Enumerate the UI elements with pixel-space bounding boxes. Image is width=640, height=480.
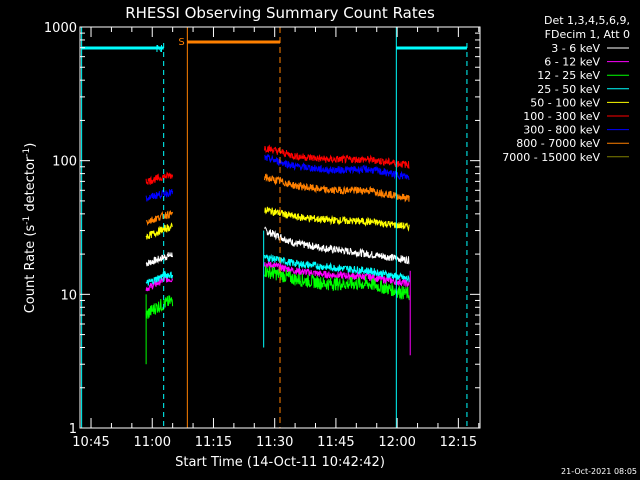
x-tick-label: 12:15	[440, 435, 477, 450]
marker-n-label: N	[156, 44, 163, 55]
x-tick-label: 11:15	[195, 435, 232, 450]
legend-label: 800 - 7000 keV	[516, 137, 600, 150]
legend-label: 50 - 100 keV	[530, 96, 600, 109]
legend-label: 7000 - 15000 keV	[502, 151, 600, 164]
series-line	[145, 210, 174, 226]
series-line	[264, 265, 410, 301]
series-line	[264, 173, 410, 203]
marker-s-label: S	[178, 37, 184, 48]
legend-header-line-1: Det 1,3,4,5,6,9,	[544, 14, 630, 27]
series-300-800keV	[145, 153, 410, 202]
series-line	[145, 295, 174, 319]
series-12-25keV	[145, 265, 410, 319]
axis-layer: 1 10 100 1000 10:45 11:00 11:15 11:30 11:45 12:00…	[44, 21, 481, 450]
y-tick-label: 10	[60, 288, 77, 303]
series-line	[264, 206, 410, 232]
series-25-50keV	[145, 253, 410, 286]
chart-title: RHESSI Observing Summary Count Rates	[125, 4, 435, 22]
x-tick-label: 11:00	[134, 435, 171, 450]
x-tick-label: 12:00	[378, 435, 415, 450]
legend-label: 3 - 6 keV	[551, 42, 600, 55]
series-line	[264, 153, 410, 181]
series-line	[145, 252, 174, 267]
y-tick-label: 1000	[44, 21, 77, 36]
legend-header-line-2: FDecim 1, Att 0	[545, 28, 630, 41]
x-tick-label: 11:45	[317, 435, 354, 450]
legend-label: 6 - 12 keV	[544, 56, 600, 69]
y-axis-label: Count Rate (s-1 detector-1)	[22, 143, 38, 314]
x-tick-label: 10:45	[72, 435, 109, 450]
legend-label: 12 - 25 keV	[537, 69, 600, 82]
footer-date: 21-Oct-2021 08:05	[561, 467, 637, 476]
x-axis-label: Start Time (14-Oct-11 10:42:42)	[175, 455, 385, 470]
series-50-100keV	[145, 206, 410, 240]
plot-frame	[79, 26, 481, 429]
y-tick-label: 100	[52, 155, 77, 170]
series-line	[145, 171, 174, 186]
legend-label: 100 - 300 keV	[523, 110, 600, 123]
legend-label: 300 - 800 keV	[523, 124, 600, 137]
legend: Det 1,3,4,5,6,9, FDecim 1, Att 0 3 - 6 k…	[502, 14, 630, 164]
series-line	[264, 144, 410, 169]
series-800-7000keV	[145, 173, 410, 226]
series-100-300keV	[145, 144, 410, 186]
series-line	[264, 253, 410, 283]
data-layer: NS	[81, 27, 468, 428]
series-line	[264, 226, 410, 265]
series-line	[145, 188, 174, 202]
y-tick-label: 1	[69, 422, 77, 437]
series-3-6keV	[145, 226, 410, 267]
series-line	[145, 270, 174, 286]
legend-label: 25 - 50 keV	[537, 83, 600, 96]
x-tick-label: 11:30	[256, 435, 293, 450]
series-line	[145, 222, 173, 240]
